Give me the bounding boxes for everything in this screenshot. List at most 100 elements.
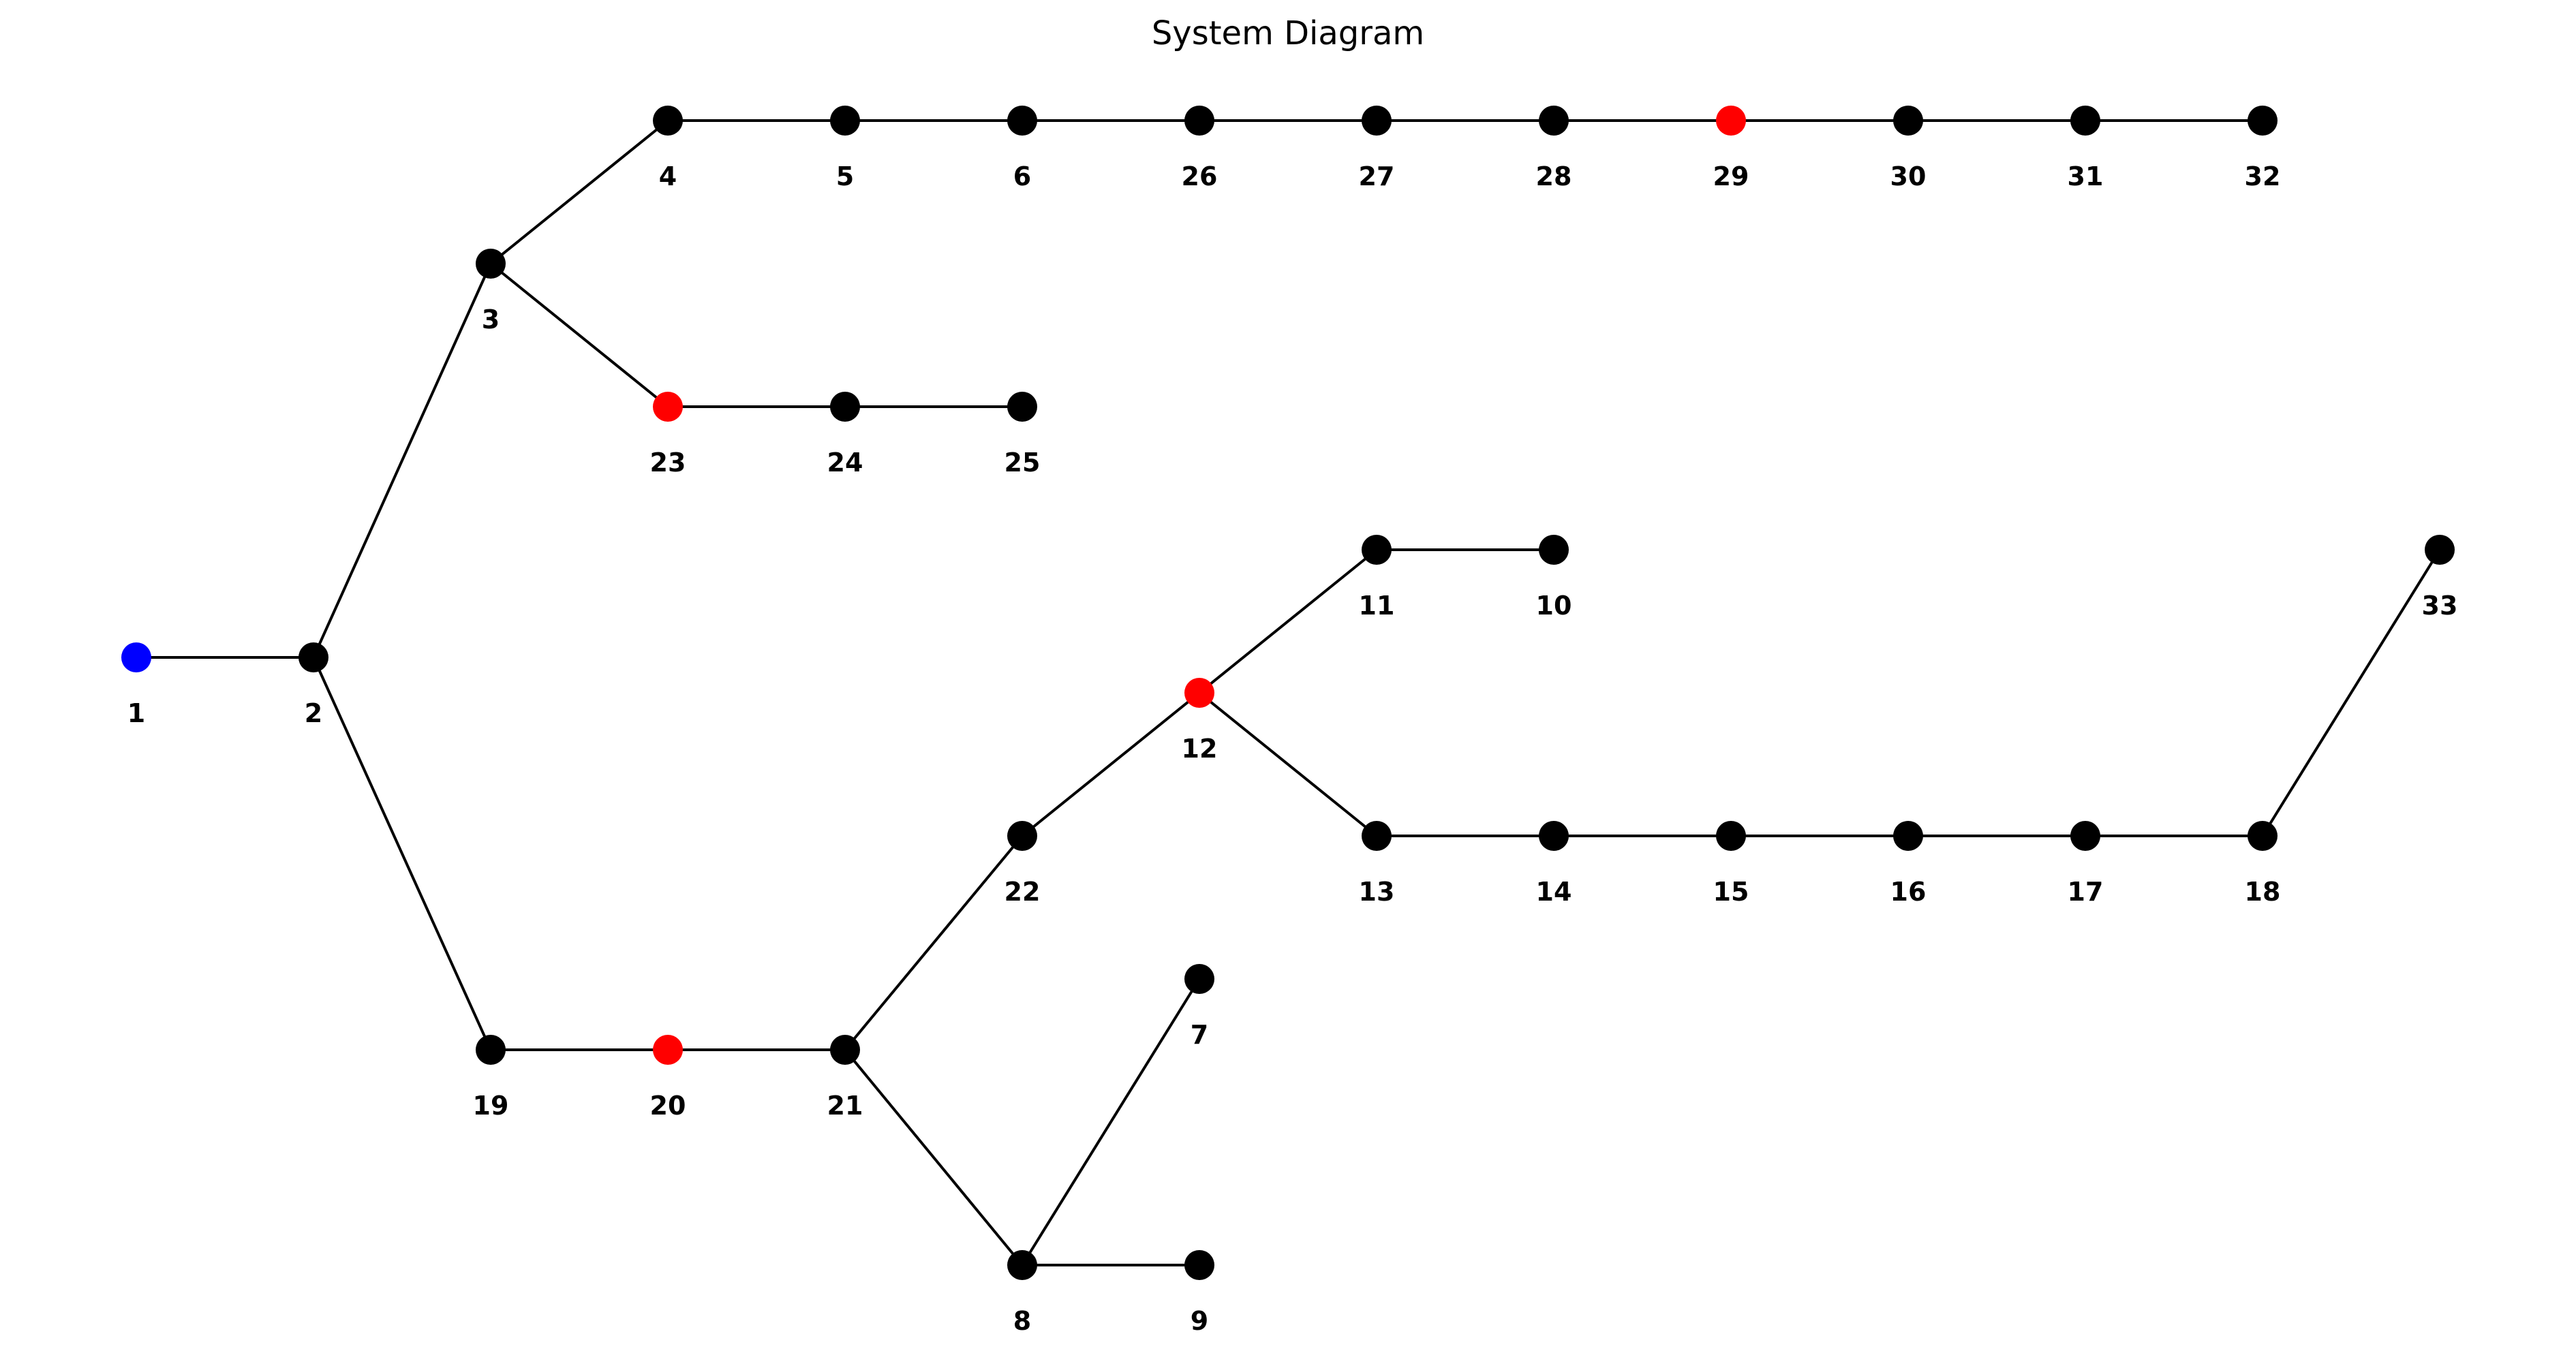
node-label: 16 [1890,877,1927,907]
node-label: 22 [1005,877,1041,907]
node-marker [476,249,506,279]
edge-21-8 [844,1048,1024,1266]
node-label: 1 [127,698,145,728]
node-label: 14 [1536,877,1572,907]
node-24: 24 [827,392,863,478]
node-label: 20 [650,1091,686,1121]
node-marker [1007,1250,1037,1280]
node-label: 3 [482,305,500,334]
node-10: 10 [1536,535,1571,621]
node-21: 21 [827,1035,863,1121]
node-label: 31 [2068,161,2104,191]
node-marker [476,1035,506,1065]
node-marker [1539,535,1569,565]
node-8: 8 [1007,1250,1037,1336]
node-26: 26 [1182,106,1218,191]
node-label: 5 [836,161,854,191]
edge-18-33 [2261,548,2441,837]
node-12: 12 [1182,678,1217,764]
node-27: 27 [1359,106,1395,191]
node-18: 18 [2245,821,2281,907]
node-marker [1362,535,1392,565]
node-33: 33 [2422,535,2458,621]
node-marker [1007,392,1037,422]
node-label: 26 [1182,161,1218,191]
edge-12-11 [1198,548,1378,694]
node-label: 8 [1013,1306,1031,1336]
node-marker [1539,821,1569,851]
node-marker [1362,106,1392,136]
node-marker [1716,106,1746,136]
node-label: 18 [2245,877,2281,907]
edge-21-22 [844,835,1024,1051]
node-marker [1184,964,1214,994]
node-label: 25 [1005,448,1041,478]
node-marker [1184,106,1214,136]
node-20: 20 [650,1035,686,1121]
node-label: 33 [2422,591,2458,621]
node-31: 31 [2068,106,2104,191]
node-marker [2070,106,2100,136]
node-label: 29 [1713,161,1749,191]
node-4: 4 [653,106,683,191]
node-30: 30 [1890,106,1927,191]
node-marker [1184,678,1214,708]
node-label: 19 [473,1091,509,1121]
node-6: 6 [1007,106,1037,191]
node-label: 24 [827,448,863,478]
node-label: 9 [1191,1306,1208,1336]
node-marker [1184,1250,1214,1280]
node-label: 2 [305,698,322,728]
node-5: 5 [830,106,860,191]
node-17: 17 [2068,821,2104,907]
node-marker [1539,106,1569,136]
node-1: 1 [121,642,151,728]
node-label: 27 [1359,161,1395,191]
node-marker [830,1035,860,1065]
node-marker [2248,821,2278,851]
node-marker [2425,535,2455,565]
node-label: 21 [827,1091,863,1121]
node-19: 19 [473,1035,509,1121]
edge-3-23 [489,262,669,408]
node-label: 15 [1713,877,1749,907]
edge-3-4 [489,119,669,265]
node-9: 9 [1184,1250,1214,1336]
node-marker [2070,821,2100,851]
node-marker [1716,821,1746,851]
node-label: 7 [1191,1020,1208,1050]
node-marker [830,392,860,422]
node-marker [653,106,683,136]
diagram-title: System Diagram [1152,14,1424,52]
edge-2-3 [312,263,492,658]
node-marker [653,1035,683,1065]
node-7: 7 [1184,964,1214,1050]
node-marker [1362,821,1392,851]
node-marker [1893,106,1923,136]
node-label: 11 [1359,591,1395,621]
node-marker [298,642,328,672]
node-marker [2248,106,2278,136]
node-label: 30 [1890,161,1927,191]
edges-layer [136,119,2441,1266]
node-marker [830,106,860,136]
node-label: 13 [1359,877,1395,907]
node-label: 28 [1536,161,1572,191]
node-label: 6 [1013,161,1031,191]
edge-12-13 [1198,691,1378,837]
node-label: 32 [2245,161,2281,191]
node-label: 4 [659,161,677,191]
node-16: 16 [1890,821,1927,907]
node-14: 14 [1536,821,1572,907]
node-11: 11 [1359,535,1395,621]
node-label: 17 [2068,877,2104,907]
node-32: 32 [2245,106,2281,191]
node-13: 13 [1359,821,1395,907]
node-29: 29 [1713,106,1749,191]
node-marker [1007,821,1037,851]
node-28: 28 [1536,106,1572,191]
node-marker [121,642,151,672]
node-22: 22 [1005,821,1041,907]
